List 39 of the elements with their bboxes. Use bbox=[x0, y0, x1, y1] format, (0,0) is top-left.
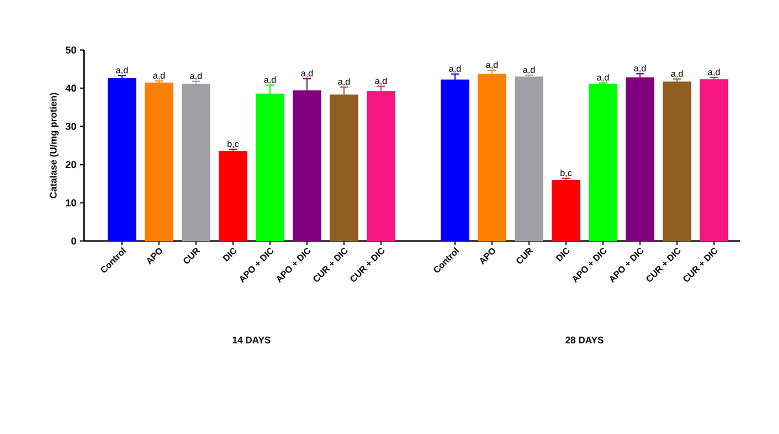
data-label: a,d bbox=[375, 77, 387, 86]
y-tick-label: 30 bbox=[66, 122, 76, 130]
y-tick-label: 40 bbox=[66, 84, 76, 92]
text: 28 DAYS bbox=[566, 336, 604, 344]
data-label: b,c bbox=[560, 170, 572, 178]
data-label: a,d bbox=[338, 78, 350, 86]
data-label: a,d bbox=[449, 65, 461, 73]
bar bbox=[588, 84, 618, 242]
y-tick-label: 50 bbox=[66, 46, 76, 54]
bar bbox=[478, 74, 506, 242]
x-tick-label: DIC bbox=[222, 248, 236, 262]
bar bbox=[182, 84, 210, 242]
y-tick-label: 10 bbox=[66, 199, 76, 206]
bar bbox=[218, 151, 248, 242]
data-label: a,d bbox=[190, 72, 202, 80]
y-tick-label: 20 bbox=[66, 161, 76, 168]
bar bbox=[108, 78, 136, 242]
data-label: a,d bbox=[153, 72, 165, 80]
data-label: b,c bbox=[228, 140, 239, 148]
bar bbox=[514, 76, 544, 242]
bar bbox=[662, 82, 692, 242]
data-label: a,d bbox=[671, 70, 683, 78]
bar bbox=[144, 82, 174, 242]
y-tick-label: 0 bbox=[71, 237, 76, 245]
data-label: a,d bbox=[634, 64, 646, 72]
data-label: a,d bbox=[523, 66, 535, 74]
bar bbox=[366, 91, 396, 242]
bar bbox=[626, 77, 654, 242]
x-tick-label: DIC bbox=[556, 248, 570, 262]
data-label: a,d bbox=[708, 68, 720, 76]
data-label: a,d bbox=[264, 76, 276, 84]
data-label: a,d bbox=[486, 61, 498, 70]
data-label: a,d bbox=[597, 74, 609, 82]
bar bbox=[700, 79, 728, 242]
bar bbox=[552, 180, 580, 242]
y-axis-title: Catalase (U/mg protien) bbox=[50, 92, 59, 198]
data-label: a,d bbox=[116, 66, 128, 74]
text: 14 DAYS bbox=[232, 336, 270, 344]
data-label: a,d bbox=[301, 70, 313, 78]
